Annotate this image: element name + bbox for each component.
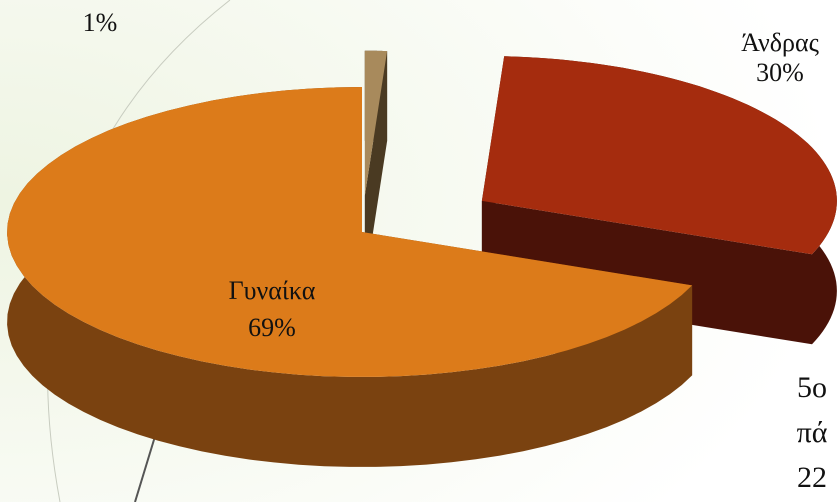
slice-side: [481, 200, 812, 345]
value-label: 30%: [756, 58, 804, 87]
slice-top: [364, 50, 388, 196]
slice-top: [7, 87, 693, 377]
text-fragment: 22: [797, 461, 827, 494]
text-fragment: πά: [797, 416, 828, 449]
category-label: Γυναίκα: [229, 276, 316, 305]
pie: [7, 50, 837, 467]
slice-top: [481, 56, 837, 255]
category-label: Άνδρας: [741, 28, 819, 57]
value-label: 69%: [248, 313, 296, 342]
value-label: 1%: [83, 8, 118, 37]
text-fragment: 5ο: [797, 371, 827, 404]
